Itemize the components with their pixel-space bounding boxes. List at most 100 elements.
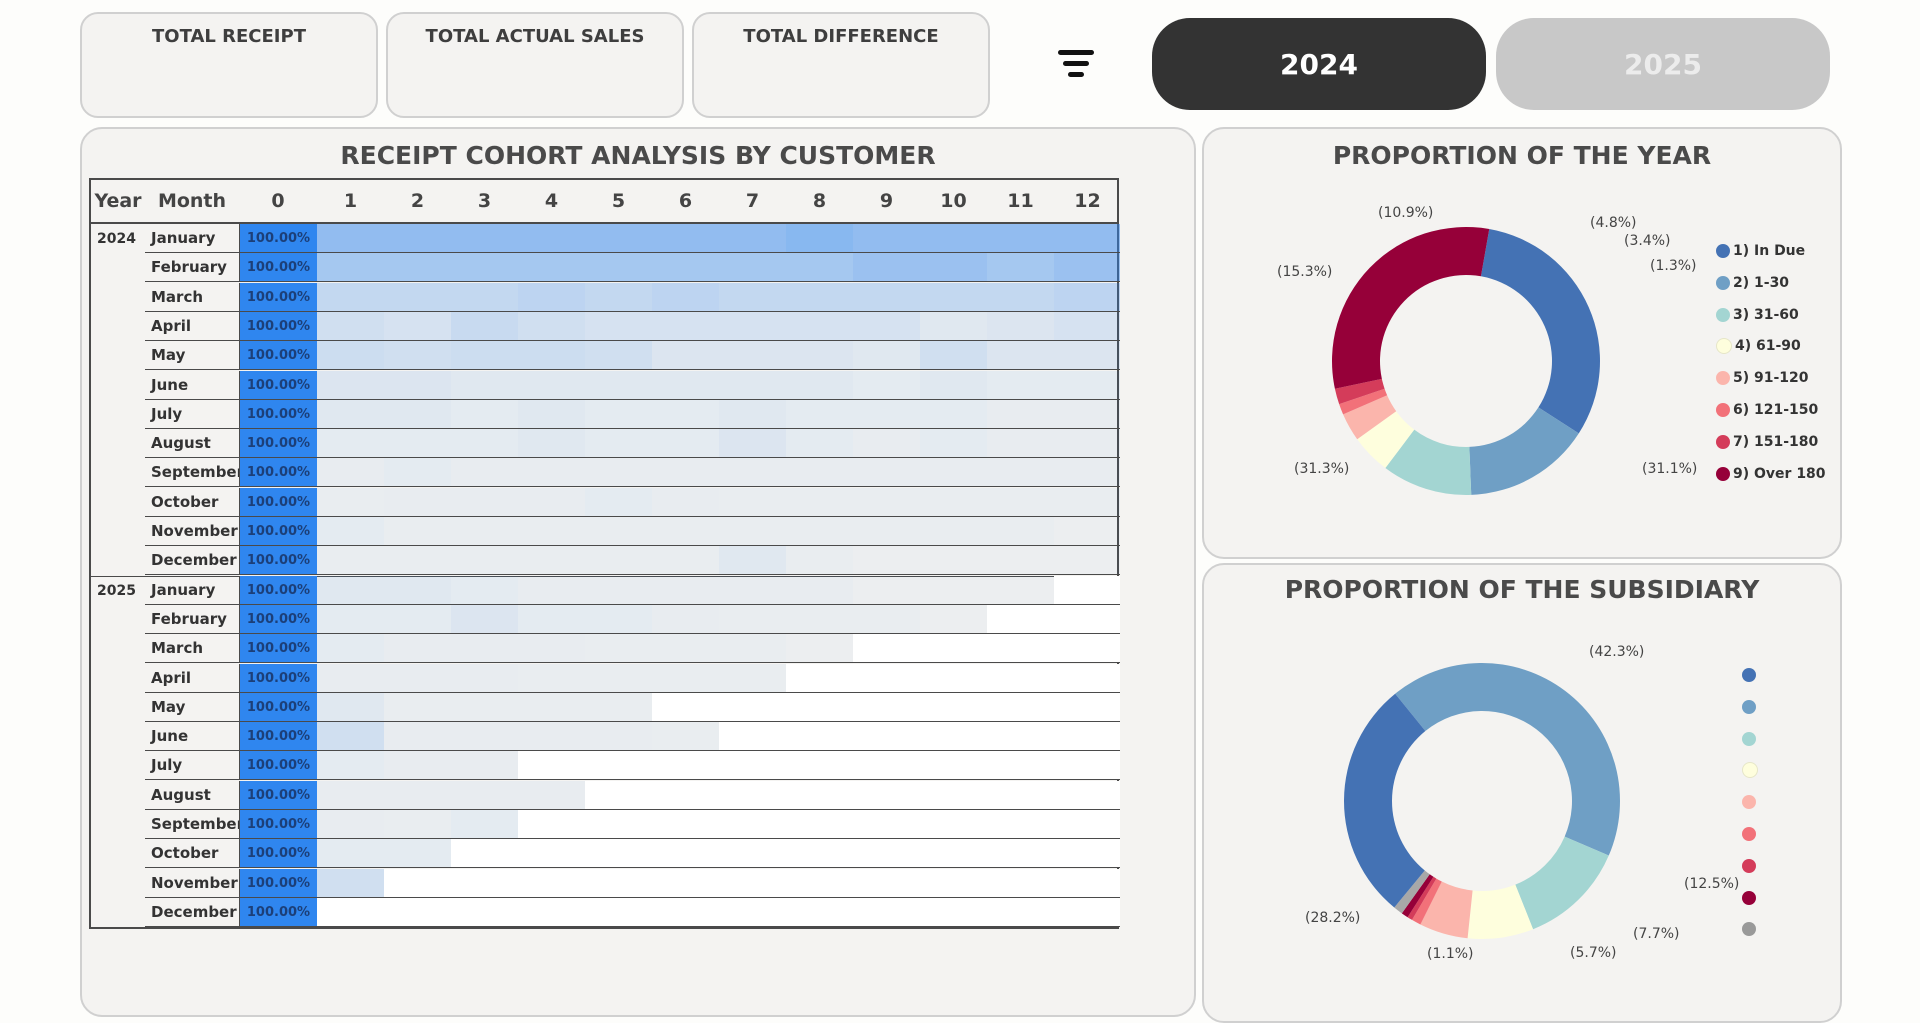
cohort-heat-cell xyxy=(317,487,384,517)
cohort-heat-cell xyxy=(585,575,652,605)
legend-item[interactable] xyxy=(1742,856,1759,876)
subsidiary-proportion-panel: PROPORTION OF THE SUBSIDIARY (42.3%) (12.… xyxy=(1202,563,1842,1023)
cohort-cell-period-0: 100.00% xyxy=(239,341,317,371)
cohort-cell-period-0: 100.00% xyxy=(239,868,317,898)
cohort-heat-cell xyxy=(451,253,518,283)
legend-color-dot xyxy=(1716,244,1730,258)
header-period-0: 0 xyxy=(271,190,285,212)
cohort-month-label: November xyxy=(145,517,239,546)
cohort-heat-cell xyxy=(920,839,987,869)
legend-item[interactable] xyxy=(1742,697,1759,717)
cohort-heat-cell xyxy=(920,399,987,429)
cohort-heat-cell xyxy=(987,282,1054,312)
cohort-heat-cell xyxy=(384,517,451,546)
cohort-heat-cell xyxy=(451,311,518,341)
cohort-heat-cell xyxy=(719,546,786,576)
legend-item[interactable]: 6) 121-150 xyxy=(1716,400,1818,420)
cohort-heat-cell xyxy=(317,663,384,693)
donut-slice[interactable] xyxy=(1344,693,1426,908)
donut-slice[interactable] xyxy=(1385,429,1472,495)
donut-slice[interactable] xyxy=(1394,870,1430,914)
cohort-heat-cell xyxy=(384,810,451,839)
cohort-heat-cell xyxy=(384,634,451,664)
donut-slice[interactable] xyxy=(1332,226,1490,389)
cohort-heat-cell xyxy=(786,868,853,898)
legend-item[interactable]: 7) 151-180 xyxy=(1716,432,1818,452)
cohort-heat-cell xyxy=(317,604,384,634)
legend-item[interactable] xyxy=(1742,760,1761,780)
donut-data-label: (1.1%) xyxy=(1427,946,1474,962)
cohort-heat-cell xyxy=(719,839,786,869)
year-proportion-title: PROPORTION OF THE YEAR xyxy=(1332,141,1712,170)
year-button-2024[interactable]: 2024 xyxy=(1152,18,1486,110)
header-period-11: 11 xyxy=(1007,190,1034,212)
legend-item[interactable] xyxy=(1742,919,1759,939)
cohort-heat-cell xyxy=(719,751,786,781)
legend-item[interactable] xyxy=(1742,665,1759,685)
legend-item[interactable]: 4) 61-90 xyxy=(1716,336,1801,356)
legend-color-dot xyxy=(1716,275,1730,290)
cohort-heat-cell xyxy=(987,517,1054,546)
cohort-heat-cell xyxy=(786,575,853,605)
legend-item[interactable] xyxy=(1742,888,1759,908)
cohort-heat-cell xyxy=(719,253,786,283)
cohort-body: 2024 January 100.00% February 100.00% March 10… xyxy=(89,224,1120,929)
cohort-heat-cell xyxy=(786,282,853,312)
cohort-heat-cell xyxy=(652,370,719,400)
header-period-8: 8 xyxy=(812,190,827,212)
legend-color-dot xyxy=(1716,434,1730,449)
filter-icon[interactable] xyxy=(1056,48,1096,80)
legend-label: 9) Over 180 xyxy=(1733,465,1826,482)
donut-slice[interactable] xyxy=(1467,884,1534,939)
cohort-heat-cell xyxy=(518,224,585,253)
legend-color-dot xyxy=(1716,371,1730,386)
donut-slice[interactable] xyxy=(1395,663,1620,856)
cohort-heat-cell xyxy=(451,722,518,752)
donut-slice[interactable] xyxy=(1469,407,1579,495)
legend-item[interactable] xyxy=(1742,792,1759,812)
cohort-heat-cell xyxy=(518,282,585,312)
cohort-month-label: November xyxy=(145,869,239,898)
donut-data-label: (31.1%) xyxy=(1642,461,1698,477)
cohort-heat-cell xyxy=(719,575,786,605)
donut-slice[interactable] xyxy=(1357,411,1415,469)
legend-item[interactable]: 2) 1-30 xyxy=(1716,273,1789,293)
donut-slice[interactable] xyxy=(1412,878,1442,925)
donut-slice[interactable] xyxy=(1334,378,1385,405)
donut-data-label: (1.3%) xyxy=(1650,258,1697,274)
cohort-cell-period-0: 100.00% xyxy=(239,810,317,839)
donut-slice[interactable] xyxy=(1339,388,1388,415)
legend-item[interactable]: 3) 31-60 xyxy=(1716,305,1799,325)
cohort-heat-cell xyxy=(987,546,1054,576)
cohort-heat-cell xyxy=(518,546,585,576)
legend-color-dot xyxy=(1742,858,1756,873)
cohort-heat-cell xyxy=(384,897,451,927)
cohort-heat-cell xyxy=(451,692,518,722)
legend-item[interactable]: 5) 91-120 xyxy=(1716,368,1809,388)
donut-slice[interactable] xyxy=(1343,395,1397,440)
cohort-heat-cell xyxy=(652,839,719,869)
cohort-cell-period-0: 100.00% xyxy=(239,692,317,722)
cohort-heat-cell xyxy=(585,780,652,810)
year-button-2025[interactable]: 2025 xyxy=(1496,18,1830,110)
legend-color-dot xyxy=(1742,795,1756,810)
legend-item[interactable]: 1) In Due xyxy=(1716,241,1805,261)
cohort-heat-cell xyxy=(384,429,451,459)
cohort-heat-cell xyxy=(585,897,652,927)
cohort-heat-cell xyxy=(317,692,384,722)
cohort-heat-cell xyxy=(317,399,384,429)
donut-slice[interactable] xyxy=(1407,876,1437,920)
cohort-heat-cell xyxy=(652,224,719,253)
cohort-heat-cell xyxy=(652,810,719,839)
legend-item[interactable]: 9) Over 180 xyxy=(1716,464,1826,484)
legend-color-dot xyxy=(1742,668,1756,682)
cohort-month-label: May xyxy=(145,341,239,371)
cohort-heat-cell xyxy=(853,253,920,283)
legend-item[interactable] xyxy=(1742,729,1759,749)
donut-slice[interactable] xyxy=(1515,836,1609,930)
donut-data-label: (31.3%) xyxy=(1294,461,1350,477)
donut-slice[interactable] xyxy=(1401,874,1434,918)
donut-slice[interactable] xyxy=(1480,229,1600,434)
legend-item[interactable] xyxy=(1742,824,1759,844)
donut-slice[interactable] xyxy=(1420,881,1473,939)
